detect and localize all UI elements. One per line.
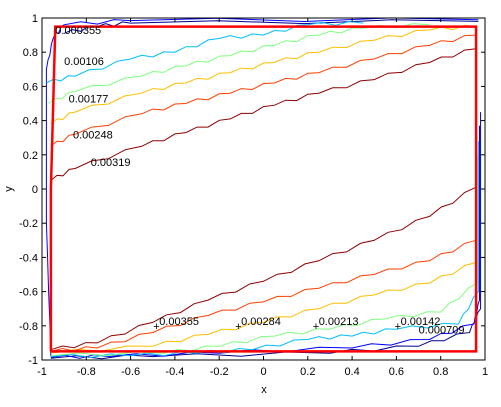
y-tick-label: -1 [28, 355, 38, 367]
contour-line-lower-4 [50, 166, 477, 354]
x-tick-label: -0.8 [77, 366, 96, 378]
contour-line-lower-5 [50, 178, 477, 352]
contour-lines [45, 17, 482, 360]
contour-line-lower-2 [50, 141, 479, 359]
contour-line-lower-1 [50, 125, 480, 359]
contour-line-lower-0 [50, 112, 482, 360]
contour-label-upper-1: 0.00106 [64, 56, 104, 68]
y-tick-label: 0.2 [23, 150, 38, 162]
y-tick-label: 1 [32, 13, 38, 25]
y-axis-label: y [3, 186, 15, 192]
contour-marker-0: + [153, 321, 159, 333]
contour-line-upper-4 [50, 24, 477, 125]
plot-area [42, 18, 485, 360]
contour-label-lower-1: 0.00284 [241, 316, 281, 328]
x-tick-label: 0.8 [433, 366, 448, 378]
contour-line-lower-3 [50, 154, 478, 357]
contour-label-upper-4: 0.00319 [91, 157, 131, 169]
contour-label-upper-3: 0.00248 [73, 129, 113, 141]
contour-label-upper-2: 0.00177 [69, 94, 109, 106]
y-tick-label: 0.4 [23, 116, 38, 128]
x-axis-label: x [261, 384, 267, 396]
y-tick-label: -0.6 [19, 287, 38, 299]
x-tick-label: 0.6 [389, 366, 404, 378]
y-tick-label: 0.8 [23, 47, 38, 59]
contour-label-lower-3: 0.00142 [401, 316, 441, 328]
x-tick-label: 0.2 [300, 366, 315, 378]
y-tick-label: -0.2 [19, 218, 38, 230]
y-tick-label: -0.8 [19, 321, 38, 333]
contour-label-lower-0: 0.00355 [159, 316, 199, 328]
x-tick-label: -0.4 [165, 366, 184, 378]
contour-line-upper-6 [50, 48, 477, 181]
contour-labels: 0.000355 0.00106 0.00177 0.00248 0.00319 0.00… [55, 25, 464, 336]
x-tick-label: 0.4 [344, 366, 359, 378]
y-tick-label: -0.4 [19, 252, 38, 264]
contour-line-upper-5 [50, 34, 477, 147]
x-axis-ticks: -1 -0.8 -0.6 -0.4 -0.2 0 0.2 0.4 0.6 0.8 1 [37, 18, 488, 378]
x-tick-label: -0.2 [210, 366, 229, 378]
contour-marker-3: + [395, 321, 401, 333]
contour-line-upper-3 [48, 23, 430, 104]
contour-boundary-frame [49, 25, 478, 353]
x-tick-label: -1 [37, 366, 47, 378]
contour-marker-2: + [313, 321, 319, 333]
x-tick-label: 0 [260, 366, 266, 378]
contour-line-upper-2 [46, 20, 364, 84]
x-tick-label: 1 [482, 366, 488, 378]
contour-label-lower-2: 0.00213 [319, 316, 359, 328]
contour-label-upper-0: 0.000355 [55, 25, 101, 37]
contour-line-lower-6 [50, 186, 477, 351]
y-axis-ticks: -1 -0.8 -0.6 -0.4 -0.2 0 0.2 0.4 0.6 0.8 1 [19, 13, 485, 367]
contour-marker-1: + [235, 321, 241, 333]
x-tick-label: -0.6 [121, 366, 140, 378]
y-tick-label: 0 [32, 184, 38, 196]
y-tick-label: 0.6 [23, 81, 38, 93]
contour-label-lower-4: 0.000709 [419, 324, 465, 336]
